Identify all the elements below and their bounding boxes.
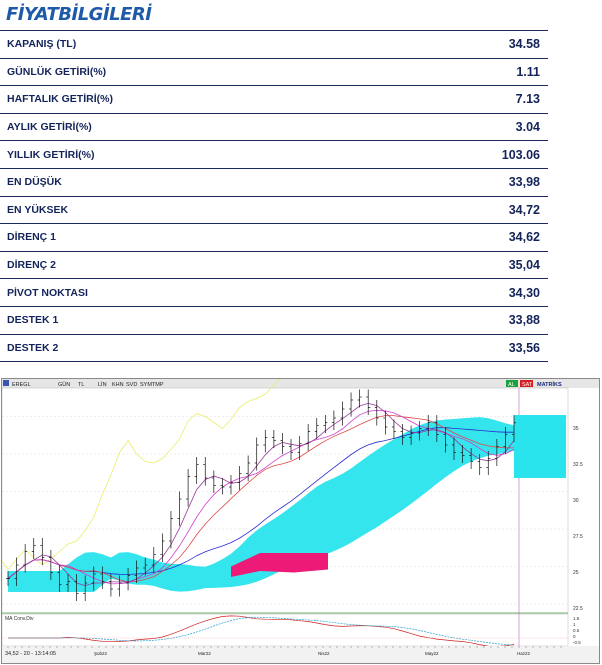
row-value: 103.06 (501, 147, 540, 162)
period-button[interactable]: GÜN (58, 381, 70, 388)
y-tick-label: 35 (573, 426, 579, 432)
row-label: PİVOT NOKTASI (7, 286, 88, 299)
title-divider (0, 30, 548, 31)
stock-chart: EREGL GÜN TL LİN KHN SVD SYMTMP AL SAT M… (2, 379, 599, 663)
buy-button-bg[interactable] (506, 380, 518, 387)
row-label: DİRENÇ 2 (7, 259, 57, 272)
symbol-button[interactable]: EREGL (12, 382, 31, 388)
row-value: 34,62 (508, 230, 540, 245)
row-label: KAPANIŞ (TL) (7, 38, 77, 51)
stock-chart-panel: EREGL GÜN TL LİN KHN SVD SYMTMP AL SAT M… (1, 378, 600, 664)
osc-tick-label: -0.5 (573, 640, 581, 645)
ma-mid-line (7, 415, 515, 583)
osc-tick-label: 1.5 (573, 616, 580, 621)
row-value: 7.13 (515, 92, 540, 107)
row-value: 33,88 (508, 313, 540, 328)
lagging-span-line (2, 379, 281, 571)
osc-tick-label: 1 (573, 622, 576, 627)
oscillator-label: MA Conv.Div (5, 616, 34, 622)
x-tick-label: Mar22 (198, 651, 211, 656)
macd-line (8, 615, 515, 647)
status-text: 34,52 - 20 - 13:14:05 (5, 651, 56, 657)
row-value: 34,72 (508, 202, 540, 217)
signal-line (8, 616, 515, 646)
chart-toolbar (2, 379, 599, 388)
row-label: DİRENÇ 1 (7, 231, 57, 244)
ma-fast-line (7, 409, 515, 585)
page-title: FİYATBİLGİLERİ (6, 4, 152, 25)
scale-button[interactable]: LİN (98, 381, 107, 388)
x-tick-label: Nis22 (318, 651, 330, 656)
status-bar (2, 646, 599, 663)
row-value: 34.58 (508, 37, 540, 52)
y-tick-label: 32.5 (573, 462, 583, 468)
x-tick-label: Haz22 (517, 651, 531, 656)
row-label: DESTEK 1 (7, 314, 59, 327)
ichimoku-cloud (8, 415, 566, 592)
row-value: 33,56 (508, 340, 540, 355)
cloud-band (8, 417, 514, 592)
y-tick-label: 22.5 (573, 606, 583, 612)
row-value: 33,98 (508, 175, 540, 190)
row-value: 34,30 (508, 285, 540, 300)
osc-tick-label: 0 (573, 634, 576, 639)
table-row: DESTEK 2 33,56 (0, 335, 548, 363)
ma-fastest-line (7, 402, 515, 587)
sell-button-bg[interactable] (520, 380, 533, 387)
macd-lines (2, 615, 568, 647)
candle-button[interactable]: KHN (112, 382, 124, 388)
table-row: GÜNLÜK GETİRİ(%) 1.11 (0, 59, 548, 87)
row-label: EN YÜKSEK (7, 203, 69, 216)
row-label: EN DÜŞÜK (7, 176, 62, 189)
table-row: EN DÜŞÜK 33,98 (0, 169, 548, 197)
buy-button[interactable]: AL (508, 382, 515, 388)
volume-button[interactable]: SVD (126, 382, 137, 388)
table-row: AYLIK GETİRİ(%) 3.04 (0, 114, 548, 142)
row-label: YILLIK GETİRİ(%) (7, 148, 95, 161)
currency-button[interactable]: TL (78, 382, 84, 388)
osc-tick-label: 0.5 (573, 628, 580, 633)
price-info-table: KAPANIŞ (TL) 34.58 GÜNLÜK GETİRİ(%) 1.11 H… (0, 31, 548, 363)
x-tick-marks (7, 646, 562, 648)
table-row: DİRENÇ 2 35,04 (0, 252, 548, 280)
row-label: DESTEK 2 (7, 341, 59, 354)
row-value: 3.04 (515, 120, 540, 135)
table-row: PİVOT NOKTASI 34,30 (0, 279, 548, 307)
table-row: YILLIK GETİRİ(%) 103.06 (0, 141, 548, 169)
y-tick-label: 30 (573, 498, 579, 504)
row-label: HAFTALIK GETİRİ(%) (7, 93, 113, 106)
price-bars (6, 389, 516, 601)
row-value: 35,04 (508, 258, 540, 273)
cloud-bearish (231, 553, 328, 577)
table-row: HAFTALIK GETİRİ(%) 7.13 (0, 86, 548, 114)
template-button[interactable]: SYMTMP (140, 382, 164, 388)
table-row: DİRENÇ 1 34,62 (0, 224, 548, 252)
row-value: 1.11 (516, 64, 540, 79)
menu-icon[interactable] (3, 380, 9, 386)
x-tick-label: May22 (425, 651, 439, 656)
brand-label: MATRİKS (537, 381, 562, 388)
cloud-forward (514, 415, 566, 478)
sell-button[interactable]: SAT (522, 382, 533, 388)
x-tick-label: Şub22 (94, 651, 108, 656)
row-label: GÜNLÜK GETİRİ(%) (7, 65, 107, 78)
table-row: KAPANIŞ (TL) 34.58 (0, 31, 548, 59)
y-tick-label: 27.5 (573, 534, 583, 540)
indicator-lines (2, 379, 515, 587)
row-label: AYLIK GETİRİ(%) (7, 121, 92, 134)
table-row: EN YÜKSEK 34,72 (0, 197, 548, 225)
y-tick-label: 25 (573, 570, 579, 576)
table-row: DESTEK 1 33,88 (0, 307, 548, 335)
